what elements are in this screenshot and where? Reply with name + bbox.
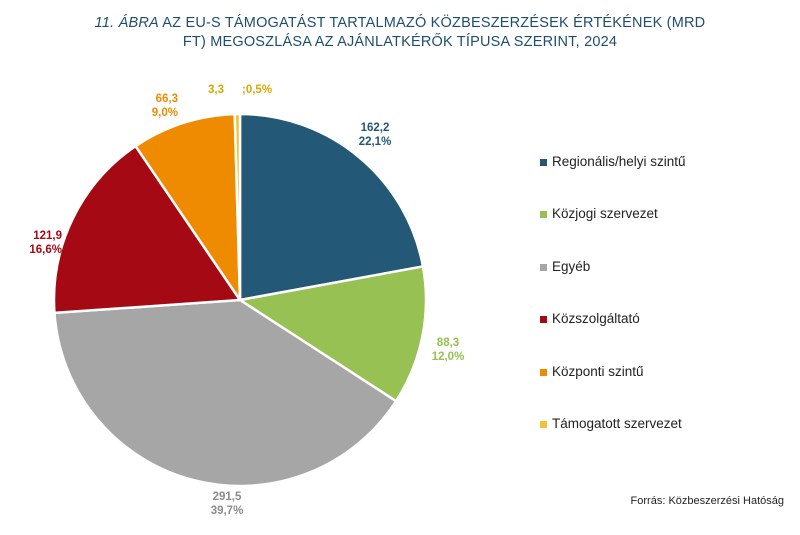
chart-title-line1: 11. ÁBRA AZ EU-S TÁMOGATÁST TARTALMAZÓ K… xyxy=(0,14,800,33)
slice-value-label: 121,9 xyxy=(33,230,62,242)
legend-label: Központi szintű xyxy=(552,363,644,379)
legend-label: Egyéb xyxy=(552,258,591,274)
slice-percent-label: 39,7% xyxy=(211,505,244,517)
legend-label: Közjogi szervezet xyxy=(552,206,658,222)
slice-label-5: 66,3 9,0% xyxy=(152,93,178,119)
slice-label-6: 3,3 ;0,5% xyxy=(208,84,272,96)
legend-swatch xyxy=(540,211,547,219)
slice-value-label: 3,3 xyxy=(208,84,224,96)
pie-slice-1 xyxy=(238,112,425,302)
legend-label: Támogatott szervezet xyxy=(552,415,682,431)
slice-percent-label: 12,0% xyxy=(432,351,465,363)
chart-title-line1-text: AZ EU-S TÁMOGATÁST TARTALMAZÓ KÖZBESZERZ… xyxy=(158,15,706,31)
legend-swatch xyxy=(540,420,547,428)
slice-value-label: 88,3 xyxy=(437,337,459,349)
legend-label: Regionális/helyi szintű xyxy=(552,154,686,169)
figure-number: 11. ÁBRA xyxy=(94,15,159,31)
pie-slice-6 xyxy=(233,112,242,302)
pie-slice-3 xyxy=(53,298,398,488)
pie-slice-2 xyxy=(238,265,428,403)
source-note: Forrás: Közbeszerzési Hatóság xyxy=(630,495,784,507)
slice-value-label: 162,2 xyxy=(361,122,390,134)
chart-title: 11. ÁBRA AZ EU-S TÁMOGATÁST TARTALMAZÓ K… xyxy=(0,14,800,52)
slice-label-4: 121,9 16,6% xyxy=(29,230,62,256)
slice-percent-label: 9,0% xyxy=(152,107,178,119)
legend-swatch xyxy=(540,159,547,166)
legend-swatch xyxy=(540,316,547,324)
pie-slice-4 xyxy=(52,144,242,315)
pie-slice-5 xyxy=(134,112,242,302)
slice-percent-label: 22,1% xyxy=(359,136,392,148)
legend-label: Közszolgáltató xyxy=(552,311,640,327)
chart-title-line2: FT) MEGOSZLÁSA AZ AJÁNLATKÉRŐK TÍPUSA SZ… xyxy=(182,34,618,50)
slice-label-1: 162,2 22,1% xyxy=(359,122,392,148)
slice-label-3: 291,5 39,7% xyxy=(211,491,244,517)
slice-percent-label: 16,6% xyxy=(29,244,62,256)
legend-swatch xyxy=(540,263,547,271)
slice-percent-label: ;0,5% xyxy=(242,84,272,96)
slice-label-2: 88,3 12,0% xyxy=(432,337,465,363)
slice-value-label: 66,3 xyxy=(156,93,178,105)
legend-swatch xyxy=(540,368,547,376)
slice-value-label: 291,5 xyxy=(213,491,242,503)
